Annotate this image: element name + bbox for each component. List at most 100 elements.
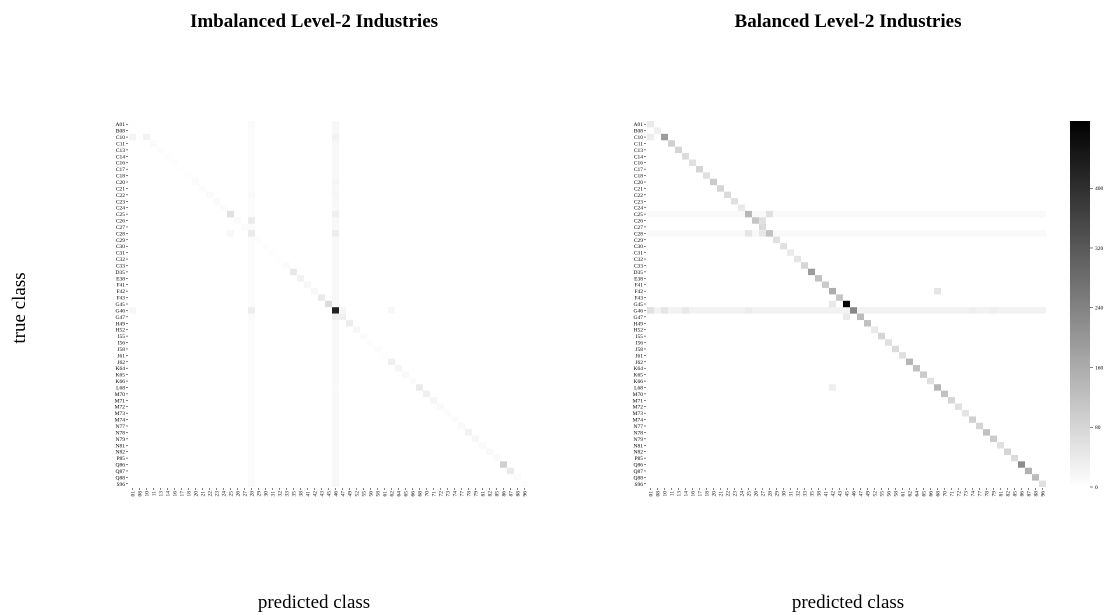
heatmap-cell: [647, 210, 654, 218]
x-tick-label: 85: [495, 491, 501, 497]
heatmap-cell: [892, 210, 899, 218]
heatmap-cell: [248, 204, 255, 211]
heatmap-cell: [248, 127, 255, 134]
heatmap-cell: [857, 210, 864, 218]
y-tick-label: G46: [634, 308, 644, 314]
heatmap-cell: [332, 300, 339, 308]
y-tick-label: P85: [634, 456, 643, 462]
x-tick-label: 20: [194, 491, 200, 497]
heatmap-cell: [759, 210, 766, 218]
x-tick-label: 28: [768, 491, 774, 497]
y-tick-label: M74: [115, 418, 126, 424]
heatmap-cell: [857, 307, 864, 314]
heatmap-cell: [717, 210, 724, 218]
x-tick-label: 01: [131, 491, 137, 497]
heatmap-cell-diagonal: [381, 352, 388, 359]
heatmap-cell-diagonal: [731, 198, 738, 205]
y-tick-label: I55: [636, 334, 644, 340]
heatmap-cell: [1018, 230, 1025, 237]
heatmap-cell-diagonal: [752, 217, 759, 224]
colorbar-tick-label: 160: [1095, 365, 1104, 371]
heatmap-cell: [962, 307, 969, 314]
heatmap-cell: [248, 345, 255, 353]
heatmap-cell: [248, 454, 255, 462]
heatmap-cell: [248, 287, 255, 295]
y-tick-label: N78: [634, 430, 644, 436]
heatmap-cell: [248, 281, 255, 288]
y-tick-label: J58: [117, 347, 125, 353]
x-tick-label: 58: [894, 491, 900, 497]
y-tick-label: C14: [634, 154, 643, 160]
heatmap-cell: [850, 210, 857, 218]
x-tick-label: 13: [159, 491, 165, 497]
heatmap-cell: [724, 210, 731, 218]
heatmap-cell: [948, 230, 955, 237]
y-tick-label: H52: [634, 328, 644, 334]
y-tick-label: C32: [634, 257, 643, 263]
heatmap-cell: [332, 371, 339, 378]
heatmap-cell-diagonal: [647, 121, 654, 128]
heatmap-cell-diagonal: [297, 275, 304, 282]
y-tick-label: N81: [634, 443, 644, 449]
heatmap-cell-diagonal: [766, 230, 773, 237]
heatmap-cell-diagonal: [703, 172, 710, 179]
y-tick-label: C23: [634, 199, 643, 205]
x-tick-label: 17: [698, 491, 704, 497]
heatmap-cell: [332, 435, 339, 443]
heatmap-cell: [822, 210, 829, 218]
heatmap-cell: [990, 307, 997, 314]
x-tick-label: 30: [782, 491, 788, 497]
heatmap-cell: [976, 210, 983, 218]
heatmap-cell: [332, 165, 339, 173]
heatmap-cell: [703, 230, 710, 237]
y-tick-label: B08: [634, 129, 643, 135]
x-tick-label: 65: [922, 491, 928, 497]
x-tick-label: 17: [180, 491, 186, 497]
y-tick-label: C10: [116, 135, 125, 141]
heatmap-cell: [1018, 210, 1025, 218]
heatmap-cell: [822, 307, 829, 314]
x-tick-label: 14: [166, 491, 172, 497]
y-tick-label: N77: [116, 424, 126, 430]
x-tick-label: 41: [306, 491, 312, 497]
x-tick-label: 08: [656, 491, 662, 497]
heatmap-cell: [990, 230, 997, 237]
x-tick-label: 82: [1006, 491, 1012, 497]
heatmap-cell: [332, 172, 339, 179]
heatmap-cell-diagonal: [493, 454, 500, 462]
x-tick-label: 79: [992, 491, 998, 497]
heatmap-cell: [332, 127, 339, 134]
x-tick-label: 18: [705, 491, 711, 497]
heatmap-cell: [1032, 307, 1039, 314]
heatmap-cell: [332, 204, 339, 211]
x-tick-label: 10: [145, 491, 151, 497]
heatmap-cell: [332, 217, 339, 224]
y-tick-label: C18: [116, 174, 125, 180]
x-tick-label: 58: [376, 491, 382, 497]
heatmap-cell-diagonal: [500, 461, 507, 468]
x-tick-label: 56: [369, 491, 375, 497]
heatmap-cell: [248, 159, 255, 166]
x-tick-label: 16: [691, 491, 697, 497]
y-tick-label: C33: [634, 263, 643, 269]
heatmap-cell: [857, 230, 864, 237]
heatmap-cell-diagonal: [794, 255, 801, 263]
y-tick-label: C25: [634, 212, 643, 218]
heatmap-cell-diagonal: [353, 326, 360, 333]
y-tick-label: C32: [116, 257, 125, 263]
heatmap-cell: [668, 210, 675, 218]
heatmap-cell: [248, 326, 255, 333]
y-tick-label: C13: [634, 148, 643, 154]
heatmap-cell: [703, 210, 710, 218]
heatmap-cell: [717, 230, 724, 237]
heatmap-cell: [864, 210, 871, 218]
heatmap-cell-diagonal: [983, 429, 990, 436]
y-tick-label: F42: [116, 289, 125, 295]
heatmap-cell-diagonal: [780, 243, 787, 250]
y-tick-label: L68: [634, 385, 643, 391]
heatmap-cell: [759, 230, 766, 237]
heatmap-cell-diagonal: [479, 442, 486, 449]
x-tick-label: 30: [264, 491, 270, 497]
heatmap-cell-diagonal: [465, 429, 472, 436]
heatmap-cell-diagonal: [451, 416, 458, 423]
